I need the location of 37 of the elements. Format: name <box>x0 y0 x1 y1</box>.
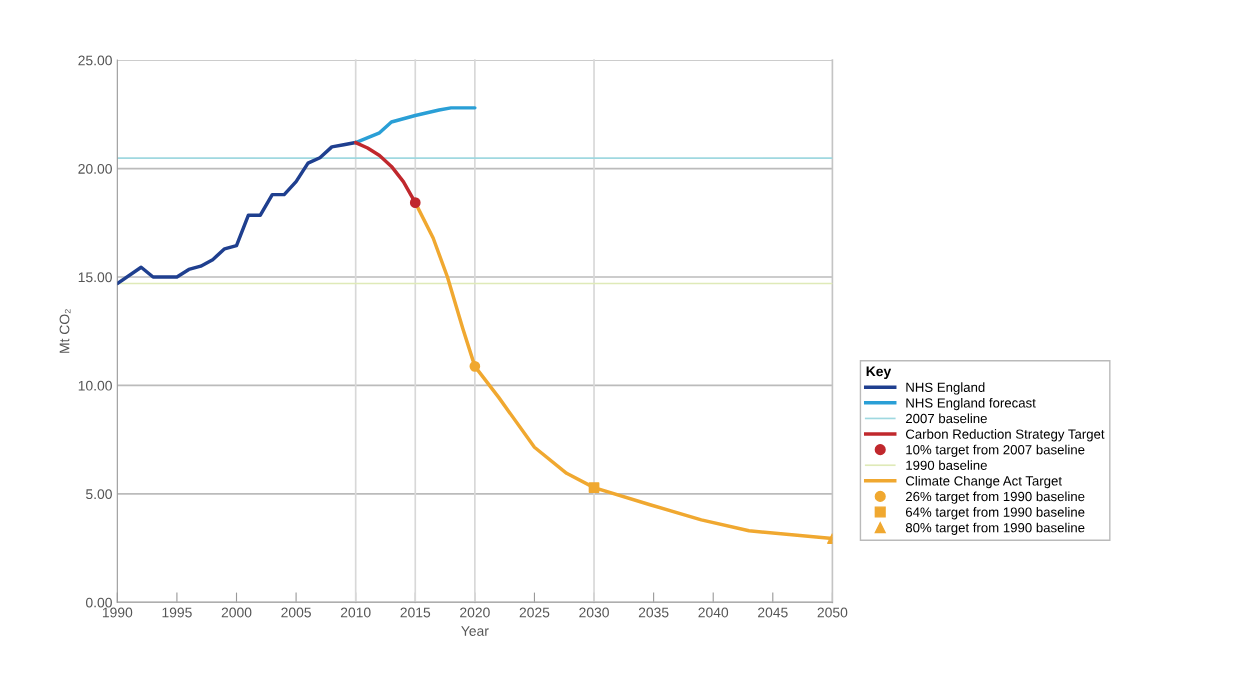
x-tick-label: 2050 <box>817 607 848 618</box>
point <box>469 361 481 372</box>
x-axis-title: Year <box>461 626 489 636</box>
y-tick-label: 10.00 <box>78 380 112 391</box>
legend-label: NHS England <box>906 382 985 395</box>
y-tick-label: 5.00 <box>85 489 112 500</box>
x-tick-label: 2015 <box>400 607 431 618</box>
x-tick-label: 2040 <box>698 607 729 618</box>
legend-label: 1990 baseline <box>906 460 987 470</box>
x-tick-label: 2045 <box>758 607 788 618</box>
line-series <box>353 106 477 145</box>
legend-label: Climate Change Act Target <box>905 475 1062 489</box>
x-tick-label: 2010 <box>340 607 371 618</box>
x-tick-label: 1995 <box>162 607 192 618</box>
x-tick-label: 2000 <box>221 607 252 618</box>
x-tick-label: 2020 <box>460 607 490 618</box>
legend-label: Carbon Reduction Strategy Target <box>905 429 1105 442</box>
legend-label: 80% target from 1990 baseline <box>905 522 1085 535</box>
legend-label: 26% target from 1990 baseline <box>905 491 1085 504</box>
legend-title: Key <box>866 366 892 379</box>
x-tick-label: 2035 <box>638 607 669 618</box>
y-tick-label: 20.00 <box>78 163 112 174</box>
x-tick-label: 2030 <box>579 607 609 618</box>
y-axis-title: Mt CO₂ <box>59 309 71 353</box>
point <box>409 197 421 208</box>
legend-label: 10% target from 2007 baseline <box>906 444 1085 457</box>
y-tick-label: 15.00 <box>78 272 112 283</box>
x-tick-label: 2025 <box>519 607 550 618</box>
x-tick-label: 1990 <box>102 607 133 618</box>
y-tick-label: 25.00 <box>78 55 112 66</box>
x-tick-label: 2005 <box>281 607 311 618</box>
legend-label: 64% target from 1990 baseline <box>905 507 1085 520</box>
point <box>588 482 600 493</box>
legend-label: 2007 baseline <box>905 413 987 424</box>
legend-label: NHS England forecast <box>906 397 1036 411</box>
y-tick-label: 0.00 <box>85 597 112 608</box>
line-series <box>117 140 358 286</box>
